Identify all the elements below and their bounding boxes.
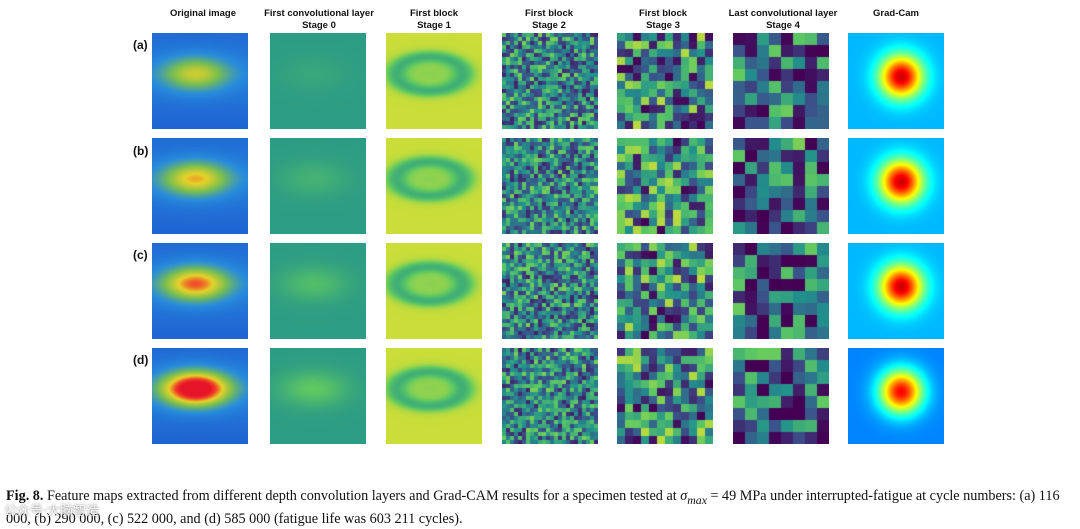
stage2-map-canvas	[502, 33, 598, 129]
row-label-d: (d)	[133, 353, 149, 367]
stage1-map-b	[386, 138, 482, 234]
stage3-map-d	[617, 348, 713, 444]
grad-cam-map-canvas	[848, 138, 944, 234]
stage4-map-d	[733, 348, 829, 444]
stage0-map-a	[270, 33, 366, 129]
caption-text-after: = 49 MPa under interrupted-fatigue at cy…	[6, 488, 1060, 527]
original-image-b	[152, 138, 248, 234]
caption-text-before: Feature maps extracted from different de…	[43, 488, 681, 504]
caption-sigma-subscript: max	[687, 492, 707, 507]
stage4-map-canvas	[733, 33, 829, 129]
stage2-map-d	[502, 348, 598, 444]
feature-map-figure: Original image First convolutional layer…	[133, 8, 956, 444]
stage3-map-canvas	[617, 138, 713, 234]
row-label-b: (b)	[133, 144, 149, 158]
column-header-line1: First convolutional layer	[264, 8, 374, 19]
column-header-line2: Stage 3	[646, 20, 680, 31]
stage2-map-a	[502, 33, 598, 129]
stage1-map-canvas	[386, 348, 482, 444]
stage0-map-canvas	[270, 243, 366, 339]
stage3-map-b	[617, 138, 713, 234]
stage0-map-d	[270, 348, 366, 444]
column-header-line1: Grad-Cam	[873, 8, 919, 19]
stage3-map-canvas	[617, 243, 713, 339]
grad-cam-map-b	[848, 138, 944, 234]
stage3-map-canvas	[617, 348, 713, 444]
grad-cam-map-d	[848, 348, 944, 444]
column-header-grad-cam: Grad-Cam	[836, 8, 956, 20]
stage1-map-d	[386, 348, 482, 444]
column-header-original-image: Original image	[143, 8, 263, 20]
stage1-map-a	[386, 33, 482, 129]
original-image-canvas	[152, 33, 248, 129]
stage0-map-canvas	[270, 348, 366, 444]
column-header-line1: First block	[409, 8, 459, 19]
grad-cam-map-c	[848, 243, 944, 339]
row-label-a: (a)	[133, 38, 148, 52]
original-image-canvas	[152, 243, 248, 339]
original-image-c	[152, 243, 248, 339]
column-header-line2: Stage 0	[302, 20, 336, 31]
original-image-canvas	[152, 138, 248, 234]
caption-figure-label: Fig. 8.	[6, 488, 44, 504]
figure-caption: Fig. 8. Feature maps extracted from diff…	[6, 487, 1076, 529]
stage3-map-c	[617, 243, 713, 339]
column-header-stage4: Last convolutional layer Stage 4	[723, 8, 843, 32]
stage3-map-a	[617, 33, 713, 129]
column-header-line1: Last convolutional layer	[728, 8, 838, 19]
stage4-map-canvas	[733, 243, 829, 339]
original-image-canvas	[152, 348, 248, 444]
stage0-map-b	[270, 138, 366, 234]
column-header-stage3: First block Stage 3	[603, 8, 723, 32]
stage2-map-canvas	[502, 348, 598, 444]
column-header-stage0: First convolutional layer Stage 0	[259, 8, 379, 32]
row-label-c: (c)	[133, 248, 148, 262]
stage0-map-canvas	[270, 33, 366, 129]
grad-cam-map-canvas	[848, 348, 944, 444]
stage1-map-canvas	[386, 33, 482, 129]
stage4-map-b	[733, 138, 829, 234]
column-header-line1: Original image	[170, 8, 236, 19]
column-header-line2: Stage 2	[532, 20, 566, 31]
stage4-map-canvas	[733, 138, 829, 234]
grad-cam-map-canvas	[848, 243, 944, 339]
column-header-line1: First block	[638, 8, 688, 19]
column-header-line2: Stage 1	[417, 20, 451, 31]
column-header-stage1: First block Stage 1	[374, 8, 494, 32]
stage4-map-canvas	[733, 348, 829, 444]
stage1-map-c	[386, 243, 482, 339]
stage2-map-b	[502, 138, 598, 234]
stage4-map-c	[733, 243, 829, 339]
original-image-d	[152, 348, 248, 444]
column-header-line1: First block	[524, 8, 574, 19]
original-image-a	[152, 33, 248, 129]
column-header-stage2: First block Stage 2	[489, 8, 609, 32]
stage0-map-canvas	[270, 138, 366, 234]
stage2-map-c	[502, 243, 598, 339]
stage0-map-c	[270, 243, 366, 339]
column-header-line2: Stage 4	[766, 20, 800, 31]
stage1-map-canvas	[386, 243, 482, 339]
caption-sigma-symbol: σ	[680, 488, 688, 504]
stage2-map-canvas	[502, 138, 598, 234]
grad-cam-map-canvas	[848, 33, 944, 129]
stage2-map-canvas	[502, 243, 598, 339]
stage3-map-canvas	[617, 33, 713, 129]
stage1-map-canvas	[386, 138, 482, 234]
stage4-map-a	[733, 33, 829, 129]
grad-cam-map-a	[848, 33, 944, 129]
